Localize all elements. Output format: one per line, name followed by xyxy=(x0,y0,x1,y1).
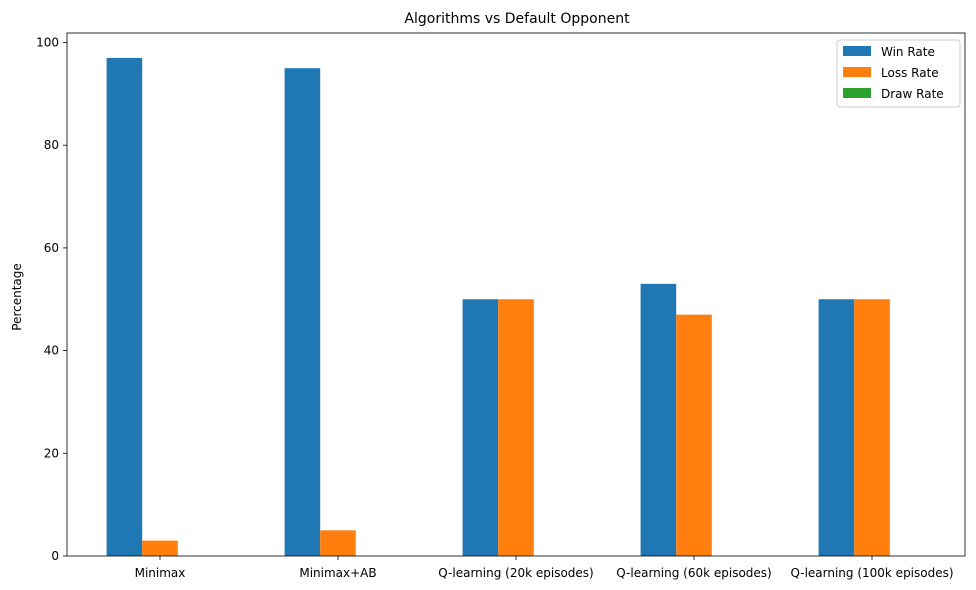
x-tick-label: Q-learning (20k episodes) xyxy=(438,566,593,580)
legend-label: Win Rate xyxy=(881,45,935,59)
x-tick-label: Minimax+AB xyxy=(299,566,376,580)
legend-label: Loss Rate xyxy=(881,66,939,80)
bar-loss-rate-4 xyxy=(854,299,890,556)
plot-area: Minimax Minimax+AB Q-learning (20k episode… xyxy=(36,32,966,580)
bar-win-rate-3 xyxy=(640,283,677,556)
legend-swatch-win-rate xyxy=(843,46,871,56)
legend: Win Rate Loss Rate Draw Rate xyxy=(836,39,961,108)
y-tick-label: 20 xyxy=(44,446,59,460)
legend-swatch-loss-rate xyxy=(843,67,871,77)
bar-loss-rate-3 xyxy=(676,314,712,556)
bar-win-rate-1 xyxy=(284,68,321,557)
axes-frame xyxy=(66,32,966,557)
bar-win-rate-0 xyxy=(106,57,143,557)
legend-label: Draw Rate xyxy=(881,87,944,101)
bar-loss-rate-0 xyxy=(142,540,178,556)
y-tick-label: 40 xyxy=(44,344,59,358)
bar-loss-rate-1 xyxy=(320,530,356,556)
y-tick-label: 100 xyxy=(36,35,59,49)
x-tick-label: Q-learning (100k episodes) xyxy=(790,566,953,580)
y-axis-label: Percentage xyxy=(10,263,24,331)
y-tick-label: 80 xyxy=(44,138,59,152)
legend-swatch-draw-rate xyxy=(843,88,871,98)
y-tick-label: 60 xyxy=(44,241,59,255)
bar-loss-rate-2 xyxy=(498,299,534,556)
bar-win-rate-2 xyxy=(462,299,499,556)
x-tick-label: Q-learning (60k episodes) xyxy=(616,566,771,580)
y-tick-label: 0 xyxy=(51,549,59,563)
bar-win-rate-4 xyxy=(818,299,855,556)
chart-title: Algorithms vs Default Opponent xyxy=(404,11,630,27)
x-tick-label: Minimax xyxy=(135,566,186,580)
